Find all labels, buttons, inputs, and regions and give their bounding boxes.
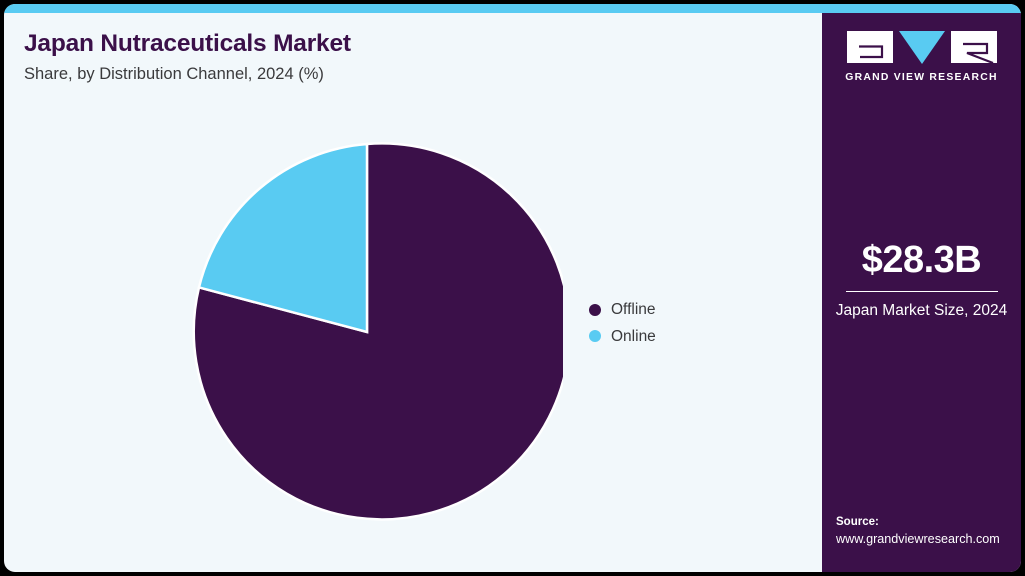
gvr-logo-icon	[846, 31, 997, 65]
brand-side-panel: GRAND VIEW RESEARCH $28.3B Japan Market …	[822, 13, 1021, 572]
legend-item-online[interactable]: Online	[589, 327, 656, 345]
chart-legend: Offline Online	[589, 302, 656, 344]
pie-chart	[192, 142, 563, 521]
source-label: Source:	[836, 516, 879, 529]
stat-caption: Japan Market Size, 2024	[835, 302, 1008, 320]
stat-divider	[845, 290, 998, 293]
brand-logo: GRAND VIEW RESEARCH	[822, 31, 1021, 83]
legend-swatch-online-icon	[589, 330, 601, 343]
card-body: Japan Nutraceuticals Market Share, by Di…	[4, 4, 1021, 572]
brand-wordmark: GRAND VIEW RESEARCH	[845, 72, 998, 83]
top-accent-bar	[4, 4, 1021, 13]
pie-slice-offline[interactable]	[192, 142, 563, 521]
page-title: Japan Nutraceuticals Market	[24, 30, 351, 57]
legend-label-offline: Offline	[611, 301, 656, 318]
page-subtitle: Share, by Distribution Channel, 2024 (%)	[24, 64, 324, 83]
source-block: Source: www.grandviewresearch.com	[836, 515, 1021, 548]
source-url[interactable]: www.grandviewresearch.com	[836, 532, 1000, 546]
market-size-stat: $28.3B Japan Market Size, 2024	[822, 239, 1021, 321]
legend-item-offline[interactable]: Offline	[589, 302, 656, 318]
stat-value: $28.3B	[861, 239, 982, 281]
legend-swatch-offline-icon	[589, 303, 601, 316]
pie-slice-online[interactable]	[197, 142, 369, 334]
legend-label-online: Online	[611, 327, 656, 345]
plot-area: Offline Online	[4, 4, 826, 572]
chart-header: Japan Nutraceuticals Market Share, by Di…	[24, 30, 624, 85]
